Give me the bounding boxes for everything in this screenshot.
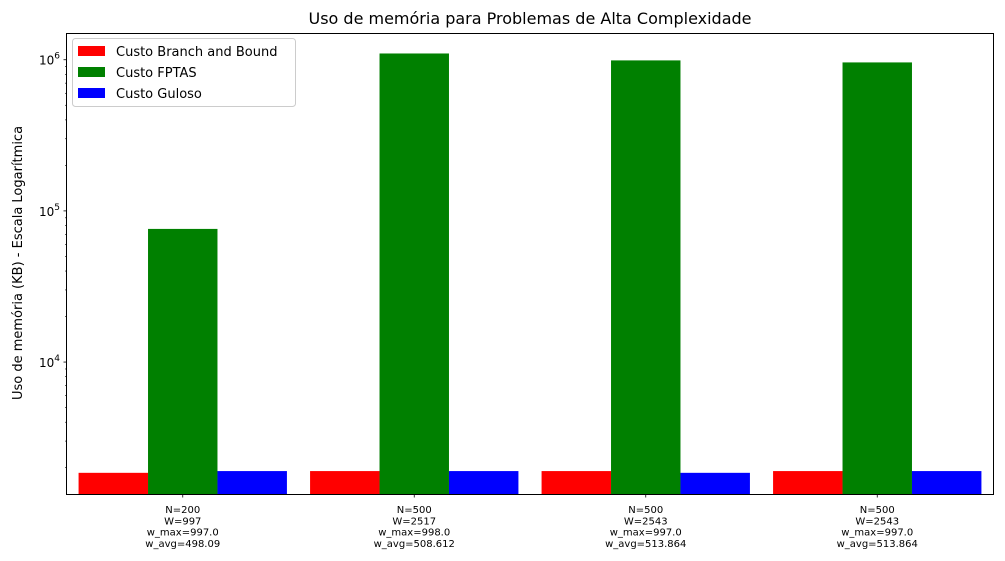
bar-1-3 [541, 471, 612, 494]
bar-2-2 [379, 53, 449, 495]
legend-label-3: Custo Guloso [116, 87, 202, 102]
y-tick-label: 104 [39, 354, 60, 370]
chart-title: Uso de memória para Problemas de Alta Co… [308, 9, 751, 28]
x-ticks-group: N=200 W=997 w_max=997.0 w_avg=498.09 N=500 W=… [145, 494, 918, 550]
bar-2-4 [842, 62, 912, 495]
legend-swatch-1 [78, 46, 105, 56]
legend-swatch-3 [78, 88, 105, 98]
bar-1-4 [773, 471, 843, 494]
bar-1-1 [78, 472, 149, 494]
bar-3-3 [680, 472, 750, 494]
y-ticks-group: 104 105 106 [39, 52, 67, 469]
bars-group [78, 53, 982, 495]
legend-label-1: Custo Branch and Bound [116, 45, 277, 60]
legend-swatch-2 [78, 67, 105, 77]
y-axis-label: Uso de memória (KB) - Escala Logarítmica [11, 126, 26, 400]
bar-2-3 [611, 60, 681, 495]
x-tick-label-2: N=500 W=2517 w_max=998.0 w_avg=508.612 [374, 505, 455, 550]
bar-3-2 [448, 471, 519, 494]
x-tick-label-1: N=200 W=997 w_max=997.0 w_avg=498.09 [145, 505, 220, 550]
bar-3-1 [217, 471, 287, 494]
y-tick-label: 106 [39, 52, 60, 68]
bar-3-4 [911, 471, 982, 494]
x-tick-label-4: N=500 W=2543 w_max=997.0 w_avg=513.864 [837, 505, 918, 550]
legend-label-2: Custo FPTAS [116, 66, 197, 81]
bar-1-2 [310, 471, 380, 494]
y-tick-label: 105 [39, 203, 60, 219]
legend: Custo Branch and Bound Custo FPTAS Custo G… [72, 38, 296, 107]
legend-box [72, 38, 296, 107]
plot-frame [66, 33, 994, 495]
bar-2-1 [148, 228, 218, 495]
x-tick-label-3: N=500 W=2543 w_max=997.0 w_avg=513.864 [605, 505, 686, 550]
